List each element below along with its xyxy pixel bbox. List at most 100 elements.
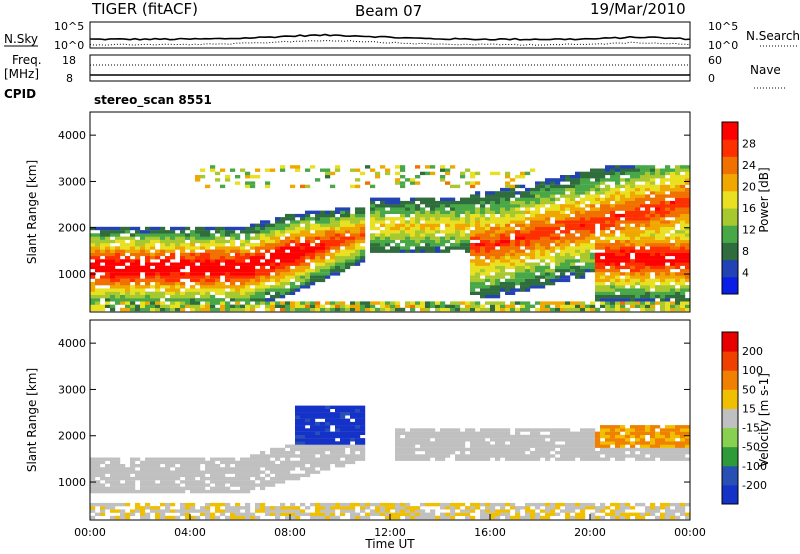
velocity-cell — [685, 502, 691, 507]
velocity-cell — [680, 451, 686, 455]
power-cell — [495, 223, 501, 227]
power-cell — [500, 272, 506, 276]
power-cell — [475, 278, 481, 283]
power-cell — [660, 249, 666, 253]
power-cell — [670, 307, 676, 312]
power-cell — [285, 256, 291, 260]
power-cell — [395, 243, 401, 247]
velocity-cell — [170, 515, 176, 520]
power-cell — [470, 252, 476, 257]
power-cell — [125, 272, 131, 276]
power-cell — [625, 259, 631, 263]
power-cell — [550, 207, 556, 211]
power-cell — [320, 243, 326, 247]
velocity-cell — [395, 512, 401, 516]
power-cell — [645, 294, 651, 299]
velocity-cell — [115, 467, 121, 471]
velocity-cell — [300, 418, 306, 422]
velocity-cell — [170, 480, 176, 484]
power-cell — [670, 184, 676, 189]
power-cell — [685, 298, 691, 302]
velocity-cell — [520, 441, 526, 445]
power-cell — [645, 259, 651, 263]
power-cell — [635, 191, 641, 195]
velocity-cell — [340, 438, 346, 442]
velocity-cell — [145, 506, 151, 510]
power-cell — [500, 233, 506, 237]
power-cell — [100, 230, 106, 234]
power-cell — [525, 278, 531, 283]
power-cell — [675, 243, 681, 247]
power-cell — [615, 187, 621, 192]
velocity-cell — [150, 489, 156, 494]
power-cell — [280, 168, 286, 172]
power-cell — [315, 213, 321, 218]
power-cell — [185, 226, 191, 231]
power-cell — [685, 191, 691, 195]
velocity-cell — [545, 515, 551, 520]
velocity-cell — [115, 483, 121, 487]
power-cell — [530, 168, 536, 172]
power-cell — [460, 204, 466, 208]
power-cell — [150, 233, 156, 237]
power-cell — [675, 239, 681, 244]
power-cell — [435, 243, 441, 247]
power-cell — [400, 213, 406, 218]
velocity-cell — [350, 460, 356, 465]
velocity-cell — [670, 512, 676, 516]
velocity-cell — [195, 489, 201, 494]
velocity-cell — [270, 512, 276, 516]
velocity-cell — [300, 421, 306, 426]
power-cell — [410, 217, 416, 221]
velocity-cell — [520, 506, 526, 510]
power-cell — [570, 223, 576, 227]
velocity-cell — [400, 428, 406, 432]
power-cell — [155, 272, 161, 276]
power-cell — [505, 175, 511, 179]
power-cell — [440, 165, 446, 169]
power-cell — [115, 246, 121, 250]
power-cell — [145, 298, 151, 302]
power-cell — [595, 217, 601, 221]
velocity-cell — [265, 512, 271, 516]
power-cell — [575, 194, 581, 198]
power-cell — [195, 265, 201, 270]
velocity-cell — [295, 464, 301, 468]
power-cell — [680, 181, 686, 185]
velocity-cell — [560, 509, 566, 513]
power-cell — [615, 268, 621, 273]
power-cell — [325, 268, 331, 273]
power-cell — [340, 213, 346, 218]
power-cell — [140, 298, 146, 302]
power-cell — [450, 197, 456, 201]
power-cell — [600, 171, 606, 176]
power-cell — [685, 181, 691, 185]
velocity-cell — [335, 412, 341, 416]
velocity-cell — [95, 483, 101, 487]
velocity-cell — [450, 428, 456, 432]
velocity-cell — [345, 509, 351, 513]
power-cell — [270, 268, 276, 273]
velocity-cell — [455, 512, 461, 516]
power-cell — [310, 275, 316, 279]
power-cell — [475, 210, 481, 214]
power-cell — [655, 213, 661, 218]
velocity-cell — [135, 476, 141, 481]
velocity-cell — [350, 438, 356, 442]
power-cell — [390, 197, 396, 201]
power-cell — [490, 285, 496, 289]
power-cell — [200, 175, 206, 179]
power-cell — [650, 262, 656, 266]
power-cell — [225, 252, 231, 257]
power-cell — [585, 191, 591, 195]
power-cell — [490, 278, 496, 283]
power-cell — [285, 281, 291, 286]
power-cell — [660, 262, 666, 266]
power-cell — [515, 272, 521, 276]
power-cell — [590, 168, 596, 172]
power-cell — [145, 294, 151, 299]
velocity-cell — [660, 512, 666, 516]
power-cell — [615, 285, 621, 289]
velocity-cell — [120, 509, 126, 513]
power-cell — [615, 168, 621, 172]
